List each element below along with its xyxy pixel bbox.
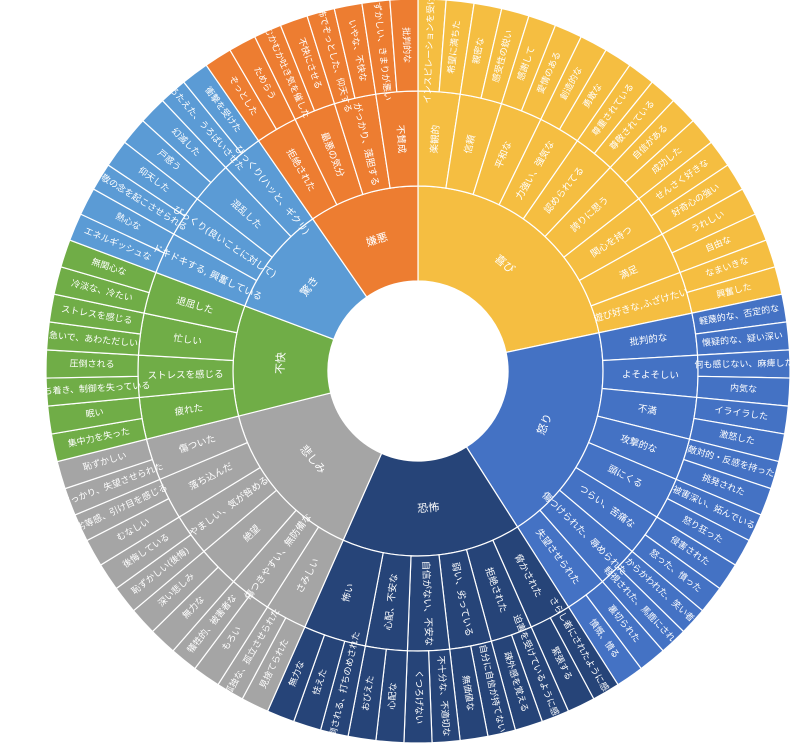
subcategory-label: よそよそしい — [622, 369, 679, 381]
leaf-label: おびえた — [360, 675, 376, 712]
subcategory-label: 疲れた — [174, 402, 204, 419]
subcategory-label: 不満 — [637, 403, 658, 417]
leaf-label: 眠い — [85, 407, 104, 420]
leaf-label: 何も感じない、麻痺した — [694, 357, 793, 371]
subcategory-label: 不賛成 — [394, 124, 408, 154]
leaf-label: 圧倒される — [69, 357, 114, 370]
category-label: 嫌悪 — [364, 229, 389, 249]
category-label: 不快 — [274, 352, 288, 375]
leaf-label: 批判的な — [400, 27, 413, 63]
leaf-wedge — [389, 0, 419, 93]
leaf-label: インスピレーションを受けた — [421, 0, 437, 104]
leaf-label: くつろげない — [413, 670, 424, 724]
subcategory-label: ストレスを感じる — [147, 368, 223, 381]
subcategory-label: 怖い — [340, 582, 357, 604]
subcategory-label: 忙しい — [173, 332, 203, 348]
subcategory-label: 自信がない、不安な — [420, 560, 435, 646]
center-hole — [328, 281, 508, 461]
category-label: 恐怖 — [417, 500, 440, 516]
leaf-label: 心配な — [386, 682, 399, 710]
subcategory-label: 楽観的 — [428, 124, 442, 153]
subcategory-label: 信頼 — [462, 133, 478, 155]
leaf-label: 内気な — [730, 382, 758, 396]
subcategory-label: 批判的な — [629, 331, 668, 348]
